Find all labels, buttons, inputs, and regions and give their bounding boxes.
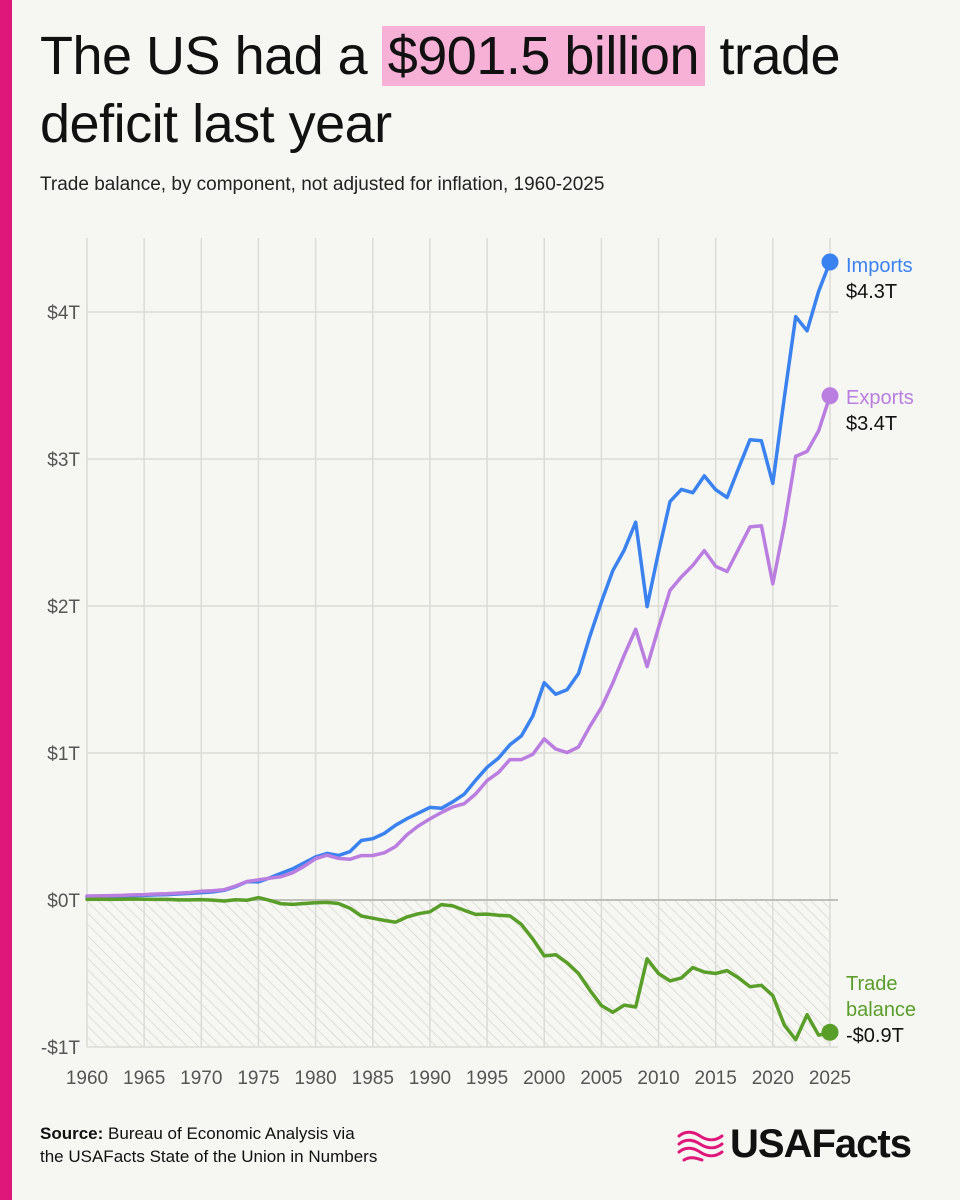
x-tick-label: 2010 <box>637 1068 679 1089</box>
series-name-label-balance: Trade <box>846 973 898 995</box>
series-line-balance <box>85 895 832 1042</box>
logo-text: USAFacts <box>730 1122 912 1166</box>
series-line-exports <box>85 394 832 898</box>
source-label: Source: <box>40 1124 104 1143</box>
title-text-end: trade deficit last year <box>40 26 841 154</box>
series-value-label-balance: -$0.9T <box>846 1025 904 1047</box>
x-tick-label: 1960 <box>66 1068 108 1089</box>
y-tick-label: $4T <box>47 303 80 324</box>
x-tick-label: 1985 <box>352 1068 394 1089</box>
source-note: Source: Bureau of Economic Analysis via … <box>40 1122 377 1168</box>
usafacts-logo: USAFacts <box>676 1120 936 1168</box>
series-line-imports <box>85 260 832 899</box>
y-tick-label: $0T <box>47 891 80 912</box>
x-tick-label: 1995 <box>466 1068 508 1089</box>
accent-bar <box>0 0 12 1200</box>
x-tick-label: 2025 <box>809 1068 851 1089</box>
source-line-1: Bureau of Economic Analysis via <box>103 1124 355 1143</box>
series-name-label-balance-line2: balance <box>846 999 916 1021</box>
x-tick-label: 2020 <box>752 1068 794 1089</box>
x-tick-label: 1990 <box>409 1068 451 1089</box>
x-tick-label: 2000 <box>523 1068 565 1089</box>
y-tick-label: -$1T <box>41 1038 80 1059</box>
series-name-label-imports: Imports <box>846 255 913 277</box>
title-highlight: $901.5 billion <box>381 26 705 86</box>
chart-subtitle: Trade balance, by component, not adjuste… <box>40 174 605 195</box>
series-end-point-balance <box>821 1023 839 1041</box>
y-tick-label: $2T <box>47 597 80 618</box>
series-value-label-exports: $3.4T <box>846 413 897 435</box>
x-tick-label: 1975 <box>237 1068 279 1089</box>
y-tick-label: $1T <box>47 744 80 765</box>
title-text-start: The US had a <box>40 26 382 86</box>
series-end-point-exports <box>821 387 839 405</box>
x-tick-label: 2005 <box>580 1068 622 1089</box>
series-value-label-imports: $4.3T <box>846 281 897 303</box>
y-tick-label: $3T <box>47 450 80 471</box>
page-title: The US had a $901.5 billion trade defici… <box>40 22 920 158</box>
series-name-label-exports: Exports <box>846 387 914 409</box>
series-end-point-imports <box>821 253 839 271</box>
x-tick-label: 1970 <box>180 1068 222 1089</box>
x-tick-label: 2015 <box>695 1068 737 1089</box>
source-line-2: the USAFacts State of the Union in Numbe… <box>40 1147 378 1166</box>
flag-icon <box>677 1130 724 1162</box>
x-tick-label: 1965 <box>123 1068 165 1089</box>
x-tick-label: 1980 <box>294 1068 336 1089</box>
